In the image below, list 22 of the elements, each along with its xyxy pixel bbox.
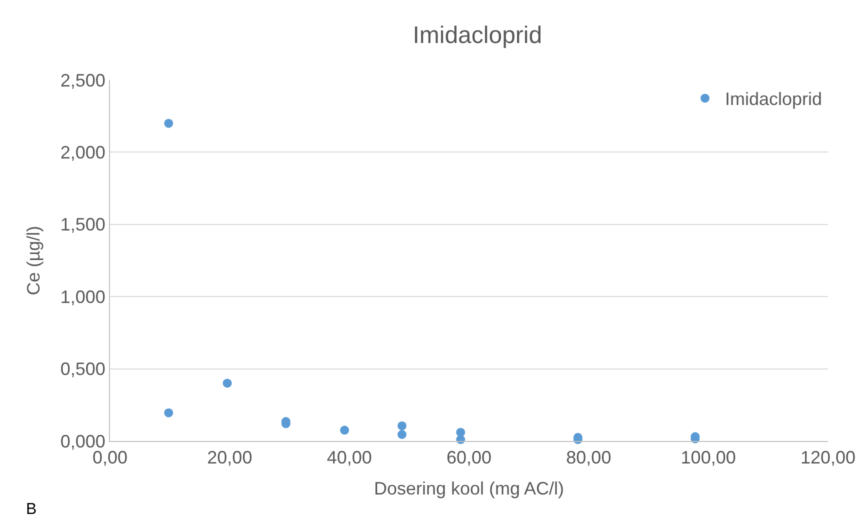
y-axis-title: Ce (µg/l): [24, 226, 44, 296]
point: [397, 421, 406, 430]
text: B: [26, 501, 37, 518]
x-tick-label: 80,00: [566, 448, 612, 468]
y-tick-label: 2,500: [60, 70, 106, 90]
point: [397, 430, 406, 439]
x-tick-label: 60,00: [446, 448, 492, 468]
x-axis-title: Dosering kool (mg AC/l): [374, 478, 564, 499]
y-tick-label: 1,000: [60, 286, 106, 307]
y-tick-label: 1,500: [60, 214, 106, 235]
point: [222, 378, 232, 388]
x-tick-label: 120,00: [800, 448, 856, 468]
point: [164, 408, 174, 418]
y-tick-label: 0,500: [60, 359, 106, 380]
legend-label: Imidacloprid: [725, 89, 822, 110]
point: [340, 426, 350, 435]
y-tick-label: 2,000: [60, 142, 106, 162]
x-tick-label: 20,00: [207, 448, 252, 468]
chart-title: Imidacloprid: [412, 22, 542, 49]
x-tick-label: 100,00: [680, 448, 736, 468]
point: [164, 118, 174, 128]
x-tick-label: 40,00: [326, 448, 372, 468]
